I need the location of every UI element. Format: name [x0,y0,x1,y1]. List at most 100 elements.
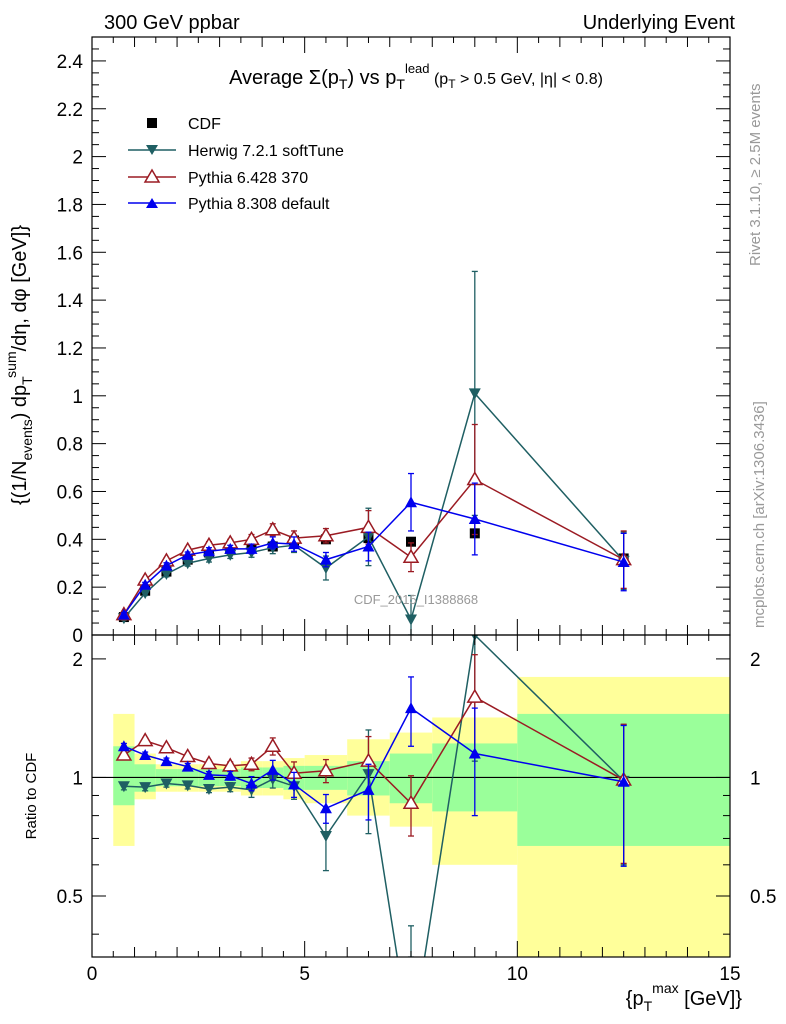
legend-item-pythia8: Pythia 8.308 default [128,196,330,213]
series-herwig [117,270,630,635]
main-ytick-label: 1.8 [57,195,83,216]
point-herwig-1 [139,588,152,600]
main-plot-area [115,270,632,635]
ratio-line-herwig [123,635,625,957]
main-ytick-label: 0.4 [57,530,84,551]
point-pythia8-11 [405,496,417,508]
ratio-point-herwig-3 [181,780,194,792]
ratio-point-pythia6-11 [402,794,420,809]
main-ytick-label: 0.8 [57,435,83,456]
mcplots-label: mcplots.cern.ch [arXiv:1306.3436] [751,401,768,628]
xtick-label: 5 [299,964,310,985]
point-pythia8-2 [160,559,173,571]
ratio-point-pythia8-12 [468,747,481,759]
band-green-0 [113,746,135,806]
main-ytick-label: 0.2 [57,578,83,599]
main-ytick-label: 0 [72,626,83,647]
ratio-point-pythia6-4 [200,755,218,770]
point-herwig-9 [319,563,332,575]
ratio-point-pythia6-7 [264,737,282,753]
rivet-label: Rivet 3.1.10, ≥ 2.5M events [747,84,764,267]
point-herwig-2 [160,569,173,581]
ratio-point-herwig-4 [202,783,215,795]
ratio-ylabel: Ratio to CDF [23,753,40,840]
point-pythia8-9 [319,553,332,565]
main-ylabel: {(1/Nevents) dpTsum/dη, dφ [GeV]} [3,225,35,505]
xtick-label: 0 [87,964,98,985]
xlabel: {pTmax [GeV]} [626,980,743,1014]
main-ytick-label: 0.6 [57,482,83,503]
xtick-label: 15 [719,964,740,985]
ratio-point-pythia6-1 [136,732,154,747]
series-pythia8 [117,472,630,620]
legend-marker-pythia6 [143,168,161,183]
point-pythia6-10 [360,518,377,534]
ratio-ytick-label-left: 0.5 [57,887,83,908]
legend-label-pythia6: Pythia 6.428 370 [188,170,308,187]
xtick-label: 10 [507,964,528,985]
ratio-point-pythia6-6 [243,755,260,771]
ratio-point-pythia6-12 [466,688,484,703]
ratio-point-pythia6-2 [158,739,175,754]
ratio-point-pythia8-2 [160,755,173,767]
series-cdf [118,528,629,623]
main-ytick-label: 2.2 [57,100,83,121]
axes: 0 0.2 0.4 0.6 0.8 1 1.2 1.4 1.6 1.8 2 2.2 2.4 0 5 10 15 0… [57,36,776,985]
legend-marker-pythia8 [146,198,158,208]
legend-item-cdf: CDF [147,116,221,133]
point-pythia8-3 [181,548,194,560]
ratio-point-herwig-2 [160,778,173,790]
ratio-ytick-label-right: 1 [750,768,761,789]
point-cdf-11 [406,536,416,547]
point-pythia8-13 [617,556,630,568]
point-pythia6-11 [402,548,420,564]
main-ytick-label: 1.4 [57,291,84,312]
line-herwig [123,391,625,622]
main-ytick-label: 2 [72,148,83,169]
main-ytick-label: 1 [72,387,83,408]
line-pythia8 [123,501,624,616]
point-herwig-3 [181,558,194,570]
point-pythia6-9 [317,527,335,542]
header-right: Underlying Event [583,12,736,34]
ratio-point-pythia8-8 [288,778,301,790]
ratio-point-pythia8-4 [202,768,215,780]
point-pythia8-4 [202,545,215,557]
legend-marker-cdf [147,118,157,128]
point-pythia8-10 [362,540,375,552]
ratio-panel: Ratio to CDF [23,635,730,957]
ratio-point-pythia6-0 [115,746,133,761]
legend-marker-herwig [146,145,158,155]
ratio-point-pythia8-7 [266,763,279,775]
ratio-point-pythia6-9 [317,762,335,777]
ratio-point-pythia8-6 [245,777,258,789]
main-ytick-label: 2.4 [57,52,84,73]
ratio-ytick-label-right: 0.5 [750,887,776,908]
ratio-point-pythia8-11 [405,702,417,714]
point-pythia8-0 [117,608,130,620]
ratio-point-pythia8-0 [117,740,130,752]
ratio-point-pythia8-3 [181,760,194,772]
point-pythia8-7 [266,536,279,548]
main-title: Average Σ(pT) vs pTlead (pT > 0.5 GeV, |… [229,61,603,92]
legend-item-pythia6: Pythia 6.428 370 [128,168,308,187]
main-ytick-label: 1.2 [57,339,83,360]
ratio-ytick-label-left: 2 [72,650,83,671]
header-left: 300 GeV ppbar [104,12,240,34]
main-ytick-label: 1.6 [57,243,83,264]
point-pythia6-6 [243,530,260,546]
main-panel: CDF_2015_I1388868 Average Σ(pT) vs pTlea… [3,61,632,635]
ratio-ytick-label-left: 1 [72,768,83,789]
ratio-point-pythia8-10 [362,783,375,795]
point-pythia8-5 [224,542,237,554]
point-pythia6-7 [264,521,282,536]
ratio-point-pythia6-3 [179,748,197,763]
ratio-point-pythia8-1 [139,749,152,761]
point-herwig-12 [468,388,481,400]
legend-label-pythia8: Pythia 8.308 default [188,196,330,213]
ratio-point-pythia8-5 [224,769,237,781]
legend-label-herwig: Herwig 7.2.1 softTune [188,143,344,160]
watermark: CDF_2015_I1388868 [354,592,478,607]
ratio-point-herwig-1 [139,782,152,794]
